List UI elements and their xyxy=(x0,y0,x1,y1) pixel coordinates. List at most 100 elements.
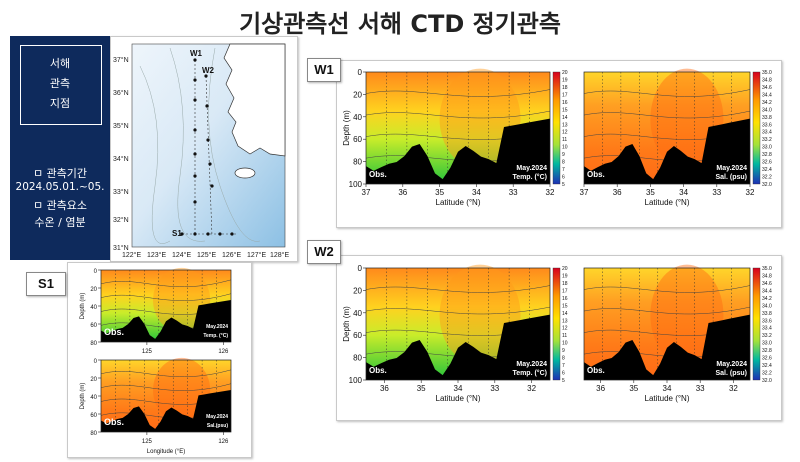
x-tick-label: 33 xyxy=(490,384,499,393)
y-tick-label: 80 xyxy=(90,431,97,437)
bathymetry xyxy=(101,389,231,432)
y-tick-label: 0 xyxy=(94,359,98,365)
colorbar-tick-label: 34.4 xyxy=(762,92,772,98)
y-tick-label: 80 xyxy=(353,354,362,363)
x-tick-label: 32 xyxy=(746,188,755,197)
period-value: 2024.05.01.~05. xyxy=(15,181,105,193)
y-tick-label: 80 xyxy=(353,158,362,167)
colorbar-tick-label: 17 xyxy=(562,288,568,294)
lon-tick: 123°E xyxy=(147,251,166,259)
info-box-line-3: 지점 xyxy=(49,97,71,110)
colorbar-tick-label: 16 xyxy=(562,296,568,302)
date-label: May.2024 xyxy=(716,165,747,172)
bathymetry xyxy=(101,299,231,342)
x-axis-label: Latitude (°N) xyxy=(645,198,690,207)
colorbar-tick-label: 33.2 xyxy=(762,137,772,143)
warm-core xyxy=(650,68,724,170)
colorbar-tick-label: 32.2 xyxy=(762,175,772,181)
colorbar-tick-label: 11 xyxy=(562,333,567,339)
plot-frame xyxy=(365,71,551,185)
lat-tick: 36°N xyxy=(113,89,129,97)
x-tick-label: 35 xyxy=(646,188,655,197)
colorbar-tick-label: 11 xyxy=(562,137,567,143)
date-label: May.2024 xyxy=(516,361,547,368)
contour-line xyxy=(365,306,551,315)
x-tick-label: 33 xyxy=(712,188,721,197)
x-tick-label: 37 xyxy=(362,188,371,197)
lat-tick: 33°N xyxy=(113,188,129,196)
info-box-line-1: 서해 xyxy=(49,57,71,70)
x-axis-label: Latitude (°N) xyxy=(645,394,690,403)
colorbar-tick-label: 19 xyxy=(562,273,568,279)
map-contour xyxy=(169,47,206,242)
colorbar-tick-label: 32.8 xyxy=(762,348,772,354)
bathymetry xyxy=(366,314,550,380)
x-tick-label: 34 xyxy=(663,384,672,393)
lat-tick: 35°N xyxy=(113,122,129,130)
contour-line xyxy=(583,89,751,97)
colorbar-tick-label: 15 xyxy=(562,303,568,309)
w2-line xyxy=(205,75,213,237)
colorbar-tick-label: 6 xyxy=(562,175,565,181)
contour-line xyxy=(365,285,551,293)
colorbar-tick-label: 15 xyxy=(562,107,568,113)
elements-label: ㅁ 관측요소 xyxy=(32,199,88,212)
date-label: May.2024 xyxy=(716,361,747,368)
colorbar-tick-label: 8 xyxy=(562,160,565,166)
y-tick-label: 40 xyxy=(353,309,362,318)
colorbar-tick-label: 5 xyxy=(562,378,565,384)
x-tick-label: 34 xyxy=(472,188,481,197)
lon-tick: 127°E xyxy=(247,251,266,259)
s1-temperature-chart: 0 20 40 60 80 125 126 Depth (m) Obs. May.2024 Temp… xyxy=(80,267,232,355)
variable-label: Temp. (°C) xyxy=(512,369,547,377)
colorbar-tick-label: 32.4 xyxy=(762,167,772,173)
date-label: May.2024 xyxy=(206,414,228,420)
contour-line xyxy=(583,285,751,293)
lon-tick: 122°E xyxy=(122,251,141,259)
x-tick-label: 32 xyxy=(729,384,738,393)
x-tick-label: 125 xyxy=(142,439,153,445)
colorbar-tick-label: 6 xyxy=(562,371,565,377)
y-tick-label: 40 xyxy=(90,305,97,311)
colorbar-tick-label: 7 xyxy=(562,363,565,369)
x-tick-label: 36 xyxy=(380,384,389,393)
x-tick-label: 34 xyxy=(454,384,463,393)
w2-tag: W2 xyxy=(307,240,341,264)
page-title: 기상관측선 서해 CTD 정기관측 xyxy=(239,10,561,38)
colorbar-tick-label: 33.6 xyxy=(762,122,772,128)
variable-label: Sal. (psu) xyxy=(715,370,747,377)
colorbar-tick-label: 34.2 xyxy=(762,100,772,106)
colorbar-tick-label: 16 xyxy=(562,100,568,106)
colorbar-tick-label: 34.4 xyxy=(762,288,772,294)
lat-tick: 37°N xyxy=(113,56,129,64)
lat-tick: 34°N xyxy=(113,155,129,163)
contour-line xyxy=(100,369,232,377)
y-tick-label: 60 xyxy=(90,323,97,329)
x-tick-label: 36 xyxy=(596,384,605,393)
colorbar-tick-label: 5 xyxy=(562,182,565,188)
contour-line xyxy=(365,110,551,119)
map-lat-ticks: 37°N 36°N 35°N 34°N 33°N 32°N 31°N xyxy=(113,56,129,252)
bathymetry xyxy=(584,118,750,184)
y-tick-label: 40 xyxy=(90,395,97,401)
colorbar-tick-label: 34.0 xyxy=(762,107,772,113)
x-tick-label: 126 xyxy=(218,349,229,355)
colorbar-tick-label: 8 xyxy=(562,356,565,362)
colorbar-tick-label: 33.6 xyxy=(762,318,772,324)
colorbar-tick-label: 20 xyxy=(562,70,568,76)
colorbar-tick-label: 14 xyxy=(562,311,568,317)
obs-label: Obs. xyxy=(587,170,605,179)
x-axis-label: Latitude (°N) xyxy=(436,394,481,403)
y-tick-label: 20 xyxy=(353,90,362,99)
y-tick-label: 20 xyxy=(90,377,97,383)
y-tick-label: 80 xyxy=(90,341,97,347)
x-tick-label: 125 xyxy=(142,349,153,355)
x-axis-label: Latitude (°N) xyxy=(436,198,481,207)
colorbar-tick-label: 32.4 xyxy=(762,363,772,369)
y-axis-label: Depth (m) xyxy=(80,293,86,320)
y-tick-label: 0 xyxy=(358,68,363,77)
s1-tag: S1 xyxy=(26,272,66,296)
x-tick-label: 32 xyxy=(546,188,555,197)
colorbar-tick-label: 13 xyxy=(562,122,568,128)
colorbar-tick-label: 34.2 xyxy=(762,296,772,302)
